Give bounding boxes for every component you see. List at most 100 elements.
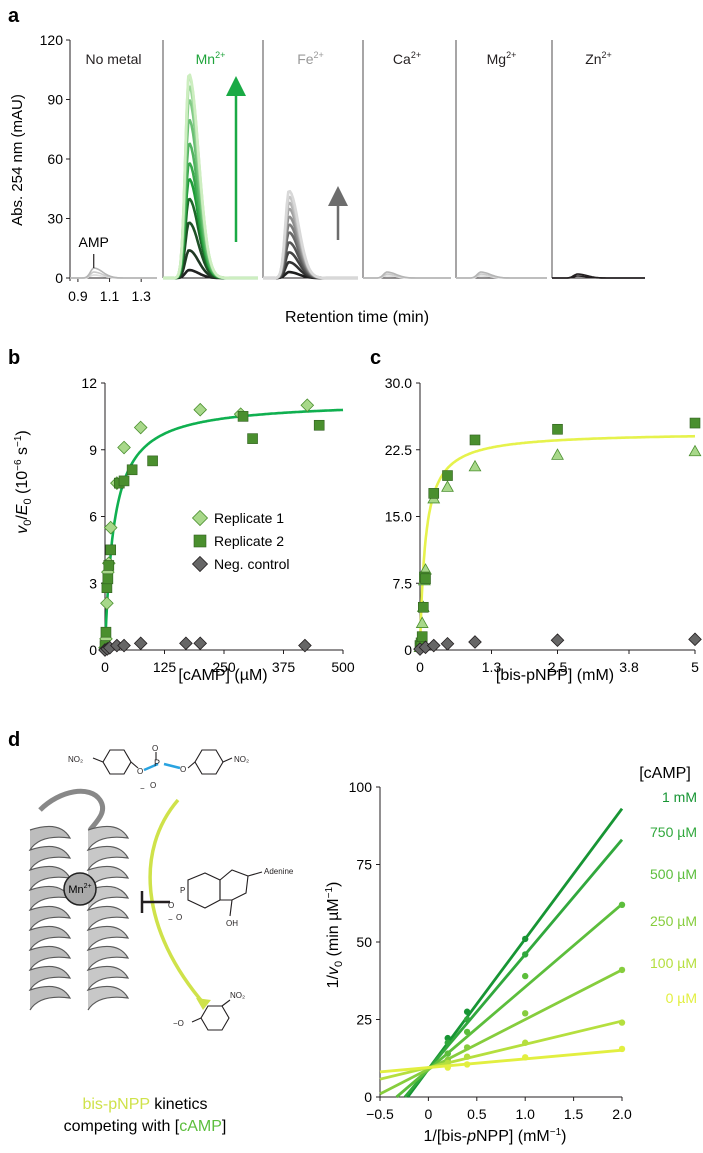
panel-d-y-tick-label: 0 bbox=[364, 1089, 372, 1105]
panel-a-trace bbox=[263, 207, 358, 280]
panel-c-point bbox=[417, 601, 429, 613]
panel-d-point bbox=[444, 1064, 451, 1071]
panel-b-x-tick-label: 250 bbox=[212, 659, 236, 675]
panel-d-point bbox=[444, 1050, 451, 1057]
panel-b-point bbox=[100, 596, 114, 611]
panel-b-x-tick-label: 500 bbox=[331, 659, 355, 675]
panel-c-point bbox=[688, 632, 702, 647]
panel-d-point bbox=[463, 1028, 471, 1036]
panel-c-x-tick-label: 5 bbox=[691, 659, 699, 675]
panel-b-y-tick-label: 0 bbox=[89, 642, 97, 658]
panel-d-x-tick-label: 0 bbox=[425, 1106, 433, 1122]
svg-text:P: P bbox=[154, 758, 160, 768]
panel-d-point bbox=[444, 1039, 451, 1046]
panel-b-x-label: [cAMP] (µM) bbox=[178, 667, 267, 684]
panel-a-metal-label: Zn2+ bbox=[585, 50, 612, 67]
panel-c-chart: 0 7.5 15.0 22.5 30.0 0 1.3 2.5 3.8 5 bbox=[385, 375, 702, 675]
panel-b-point bbox=[193, 402, 208, 417]
panel-d-x-tick-label: 0.5 bbox=[467, 1106, 487, 1122]
panel-b-legend-marker bbox=[191, 509, 209, 527]
oh-label: OH bbox=[226, 919, 238, 928]
panel-a-trace bbox=[456, 271, 547, 279]
panel-d-point bbox=[618, 901, 626, 908]
panel-b-legend-marker bbox=[193, 534, 207, 548]
adenine-label: Adenine bbox=[264, 867, 294, 876]
no2-left: NO₂ bbox=[68, 755, 83, 764]
panel-c-point bbox=[440, 636, 455, 651]
panel-b-chart: 0 3 6 9 12 0 125 250 375 500 Replicate 1 Replicate … bbox=[81, 375, 354, 675]
panel-c-point bbox=[468, 459, 482, 472]
inhibition-symbol bbox=[140, 891, 170, 913]
panel-d-fit-line bbox=[406, 807, 624, 1098]
panel-d-point bbox=[522, 951, 529, 958]
panel-a-y-tick-label: 120 bbox=[40, 32, 64, 48]
panel-a-y-tick-label: 90 bbox=[47, 92, 63, 108]
panel-c-point bbox=[469, 434, 481, 446]
panel-c-y-tick-label: 22.5 bbox=[385, 442, 412, 458]
panel-b-point bbox=[126, 464, 138, 476]
panel-d-point bbox=[463, 1008, 471, 1015]
panel-c-y-tick-label: 7.5 bbox=[393, 575, 413, 591]
panel-a-y-tick-label: 30 bbox=[47, 211, 63, 227]
panel-a-trace bbox=[163, 73, 258, 280]
svg-text:P: P bbox=[180, 886, 185, 895]
panel-b-point bbox=[247, 433, 258, 444]
panel-b-point bbox=[101, 582, 113, 594]
panel-a-trace bbox=[363, 271, 451, 279]
panel-b-legend-label: Replicate 2 bbox=[214, 533, 284, 549]
panel-b-x-tick-label: 125 bbox=[153, 659, 177, 675]
panel-b-y-tick-label: 3 bbox=[89, 575, 97, 591]
panel-a-y-tick-label: 0 bbox=[55, 270, 63, 286]
panel-c-point bbox=[416, 631, 428, 642]
panel-b-point bbox=[102, 573, 114, 585]
panel-d-point bbox=[463, 1053, 471, 1060]
panel-b-point bbox=[193, 636, 208, 651]
panel-b-point bbox=[133, 420, 148, 435]
panel-b-legend-label: Neg. control bbox=[214, 556, 289, 572]
panel-d-fit-line bbox=[379, 1019, 623, 1081]
panel-c-x-tick-label: 1.3 bbox=[482, 659, 502, 675]
panel-a-trace bbox=[70, 267, 157, 279]
panel-c-point bbox=[688, 444, 702, 457]
panel-c-point bbox=[550, 633, 565, 648]
panel-d-fit-line bbox=[379, 968, 623, 1096]
svg-text:−: − bbox=[168, 915, 173, 924]
o-minus-label: −O bbox=[173, 1019, 184, 1028]
panel-c-point bbox=[420, 573, 431, 585]
panel-b-point bbox=[300, 398, 315, 413]
panel-a-trace bbox=[163, 118, 258, 280]
metal-ion-circle bbox=[63, 872, 97, 906]
panel-b-point bbox=[133, 636, 148, 651]
panel-d-fit-line bbox=[379, 1048, 623, 1074]
svg-text:O: O bbox=[152, 744, 158, 753]
panel-a-trace bbox=[163, 75, 258, 280]
protein-structure-illustration: Mn2+ bbox=[28, 788, 130, 1011]
panel-a-x-label: Retention time (min) bbox=[285, 309, 429, 326]
svg-text:O: O bbox=[168, 901, 174, 910]
panel-d-point bbox=[522, 935, 529, 943]
panel-b-point bbox=[147, 455, 158, 467]
panel-a-trace bbox=[263, 201, 358, 280]
panel-d-y-label: 1/v0 (min µM−1) bbox=[324, 882, 345, 989]
panel-d-fit-line bbox=[403, 838, 624, 1098]
svg-text:O: O bbox=[150, 781, 156, 790]
panel-d-legend-label: 500 µM bbox=[650, 866, 697, 882]
panel-d-x-tick-label: 1.5 bbox=[564, 1106, 584, 1122]
panel-b-point bbox=[103, 520, 118, 535]
panel-d-point bbox=[463, 1044, 471, 1051]
panel-a-trace bbox=[263, 189, 358, 280]
panel-c-point bbox=[552, 423, 563, 435]
panel-b-point bbox=[117, 638, 131, 653]
panel-b-point bbox=[298, 638, 312, 653]
panel-d-point bbox=[522, 1039, 529, 1046]
panel-c-y-tick-label: 30.0 bbox=[385, 375, 412, 391]
panel-b-y-label: v0/E0 (10−6 s−1) bbox=[13, 430, 34, 534]
panel-a-trace bbox=[552, 273, 645, 279]
panel-d-legend-title: [cAMP] bbox=[639, 765, 691, 782]
panel-b-x-tick-label: 375 bbox=[272, 659, 296, 675]
panel-c-y-tick-label: 15.0 bbox=[385, 509, 412, 525]
panel-label-d: d bbox=[8, 729, 20, 751]
panel-a-y-tick-label: 60 bbox=[47, 151, 63, 167]
panel-d-legend-label: 1 mM bbox=[662, 789, 697, 805]
panel-label-c: c bbox=[370, 347, 381, 369]
